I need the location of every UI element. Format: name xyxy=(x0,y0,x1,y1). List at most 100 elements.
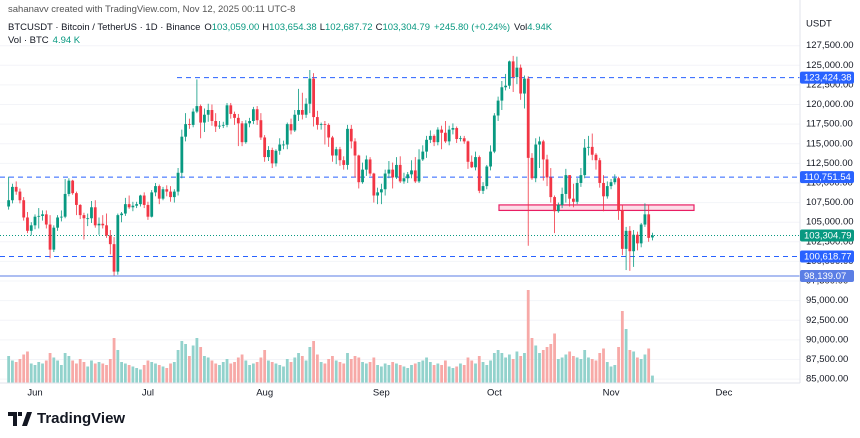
candle-body xyxy=(312,78,316,118)
volume-bar xyxy=(507,354,511,383)
candle-body xyxy=(278,144,282,151)
volume-bar xyxy=(477,356,481,383)
stat: C103,304.79 xyxy=(376,22,430,33)
volume-bar xyxy=(632,351,636,383)
candle-body xyxy=(218,125,221,127)
volume-bar xyxy=(624,329,628,383)
volume-bar xyxy=(523,353,526,383)
candle-body xyxy=(447,129,451,142)
candle-body xyxy=(613,178,617,183)
y-tick-label: 85,000.00 xyxy=(806,374,848,385)
volume-bar xyxy=(413,363,417,383)
volume-bar xyxy=(643,354,647,383)
volume-bar xyxy=(391,362,395,383)
candle-body xyxy=(455,128,459,140)
level-label: 98,139.07 xyxy=(804,271,846,282)
candle-body xyxy=(131,205,135,208)
volume-bar xyxy=(18,359,22,383)
y-tick-label: 92,500.00 xyxy=(806,315,848,326)
stat-value: 102,687.72 xyxy=(325,22,373,33)
candle-body xyxy=(255,109,259,121)
volume-bar xyxy=(195,338,199,383)
candle-body xyxy=(470,161,474,168)
candle-body xyxy=(436,129,440,143)
candle-body xyxy=(187,124,191,125)
volume-bar xyxy=(410,365,413,383)
candle-body xyxy=(82,215,86,219)
candle-body xyxy=(78,204,82,216)
candle-body xyxy=(459,138,462,140)
candle-body xyxy=(199,106,203,123)
volume-bar xyxy=(293,357,297,383)
candle-body xyxy=(180,136,184,173)
volume-bar xyxy=(443,360,447,383)
candle-body xyxy=(172,191,176,198)
volume-bar xyxy=(598,353,602,383)
grid xyxy=(0,45,800,380)
y-tick-label: 115,000.00 xyxy=(806,138,853,149)
candle-body xyxy=(139,195,142,205)
volume-bar xyxy=(590,359,594,383)
candle-body xyxy=(398,164,402,182)
candle-body xyxy=(157,186,161,199)
candle-body xyxy=(244,123,248,143)
y-tick-label: 90,000.00 xyxy=(806,334,848,345)
candle-body xyxy=(90,207,93,219)
volume-bar xyxy=(526,290,530,383)
candle-body xyxy=(372,173,376,196)
volume-bar xyxy=(285,359,289,383)
y-axis-title: USDT xyxy=(806,19,832,30)
candle-body xyxy=(304,103,308,115)
volume-bar xyxy=(376,365,380,383)
candle-body xyxy=(643,214,647,225)
y-tick-label: 105,000.00 xyxy=(806,217,854,228)
candle-body xyxy=(248,120,252,124)
volume-bar xyxy=(255,362,259,383)
y-tick-label: 117,500.00 xyxy=(806,119,853,130)
candle-body xyxy=(395,164,398,178)
volume-bar xyxy=(496,350,500,383)
footer: TradingView xyxy=(8,410,125,427)
candle-body xyxy=(413,170,417,182)
volume-bar xyxy=(282,366,285,383)
candle-body xyxy=(387,169,391,174)
candle-body xyxy=(477,157,481,191)
volume-bar xyxy=(93,363,97,383)
volume-bar xyxy=(7,356,11,383)
candle-body xyxy=(545,159,549,178)
candle-body xyxy=(331,137,334,156)
candle-body xyxy=(267,150,270,158)
candle-body xyxy=(146,204,150,217)
candle-body xyxy=(507,61,511,86)
y-tick-label: 107,500.00 xyxy=(806,197,854,208)
volume-bar xyxy=(199,347,203,383)
credit: sahanavv created with TradingView.com, N… xyxy=(8,4,296,15)
candle-body xyxy=(432,135,436,143)
candle-body xyxy=(523,78,526,94)
candle-body xyxy=(609,182,613,187)
volume-bar xyxy=(37,362,41,383)
candle-body xyxy=(165,189,169,192)
candle-body xyxy=(519,67,523,94)
volume-bar xyxy=(628,350,632,383)
candle-body xyxy=(71,180,75,194)
volume-bar xyxy=(304,360,308,383)
candle-body xyxy=(349,128,353,142)
volume-bar xyxy=(395,363,398,383)
candle-body xyxy=(29,225,33,231)
volume-bar xyxy=(636,357,639,383)
candle-body xyxy=(233,113,236,118)
volume-bar xyxy=(485,365,489,383)
volume-bar xyxy=(71,360,75,383)
candle-body xyxy=(14,186,18,192)
volume-bar xyxy=(383,363,387,383)
level-label: 110,751.54 xyxy=(804,172,851,183)
volume-bar xyxy=(387,365,391,383)
candle-body xyxy=(37,215,41,217)
legend: BTCUSDT · Bitcoin / TetherUS · 1D · Bina… xyxy=(8,22,552,33)
candle-body xyxy=(530,157,534,179)
candle-body xyxy=(86,218,90,220)
volume-bar xyxy=(372,357,376,383)
volume-bar xyxy=(379,366,383,383)
